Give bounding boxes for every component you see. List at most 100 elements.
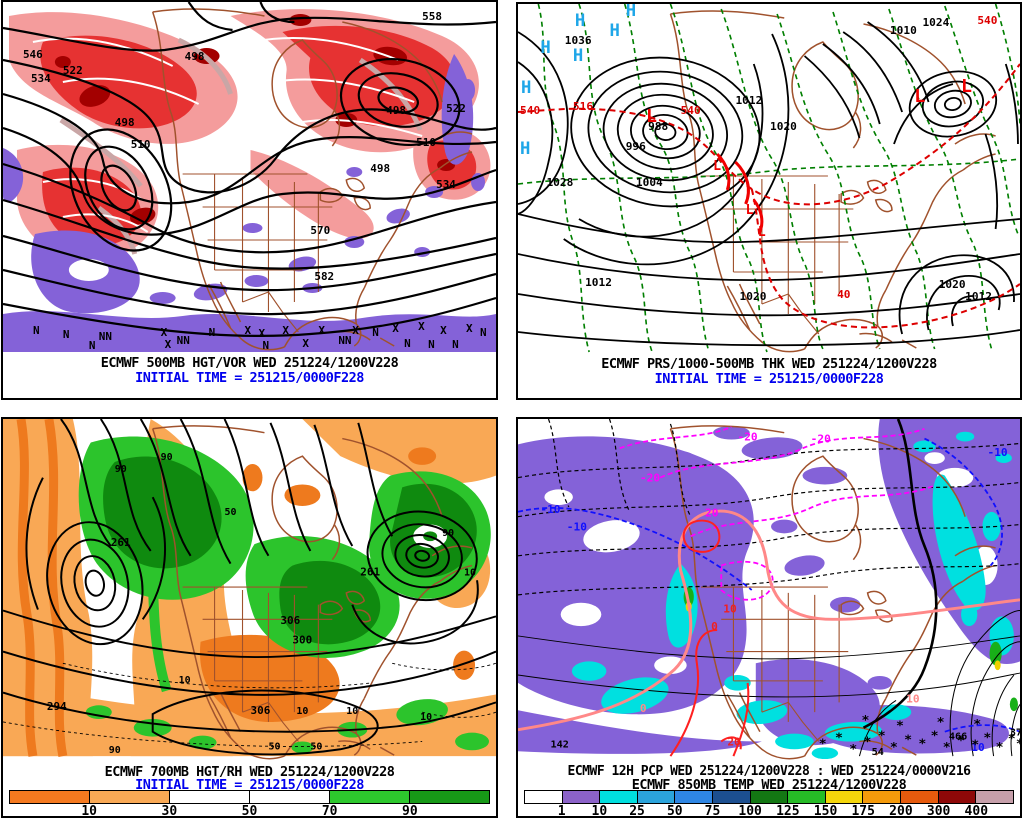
contour-label: -10 xyxy=(540,503,560,516)
contour-label: 261 xyxy=(360,565,380,578)
precip-type-marker: * xyxy=(835,731,843,746)
rh-shading-very-moist xyxy=(103,456,477,645)
basemap-coastlines xyxy=(151,425,473,760)
precip-type-marker: * xyxy=(1016,737,1020,752)
vorticity-marker: NN xyxy=(177,334,190,347)
caption-pcp-valid-time: ECMWF 12H PCP WED 251224/1200V228 : WED … xyxy=(567,764,971,779)
contour-label: 306 xyxy=(250,704,270,717)
precip-type-marker: * xyxy=(957,734,965,749)
basemap-coastlines xyxy=(669,10,996,353)
colorbar-segment xyxy=(976,791,1013,803)
thickness-contours-green xyxy=(518,4,1020,353)
vorticity-marker: N xyxy=(480,326,487,339)
high-center-symbol: H xyxy=(573,46,583,66)
vorticity-marker: N xyxy=(33,324,40,337)
panel-500mb-hgt-vor: 546 534 522 498 498 510 558 522 498 510 498 534 570 5… xyxy=(1,0,498,400)
contour-label: 294 xyxy=(47,700,67,713)
colorbar-tick-label: 90 xyxy=(402,804,418,818)
colorbar-segments xyxy=(9,790,490,804)
vorticity-marker: N xyxy=(428,338,435,351)
high-center-symbol: H xyxy=(520,139,530,159)
high-center-symbol: H xyxy=(521,78,531,98)
contour-label: 1012 xyxy=(585,276,612,289)
contour-label: 1020 xyxy=(740,290,767,303)
vorticity-marker: X xyxy=(392,322,399,335)
precip-type-marker: * xyxy=(896,719,904,734)
basemap-coastlines xyxy=(151,8,473,351)
colorbar-tick-label: 50 xyxy=(666,804,683,818)
high-center-symbol: H xyxy=(626,4,636,21)
contour-label: 0 xyxy=(640,702,647,715)
low-center-symbol: L xyxy=(746,203,754,218)
contour-label: -10 xyxy=(987,446,1007,459)
colorbar-segment xyxy=(675,791,714,803)
caption-initial-time: INITIAL TIME = 251215/0000F228 xyxy=(135,370,364,386)
vorticity-marker: X xyxy=(440,324,447,337)
colorbar-tick-label: 70 xyxy=(321,804,338,818)
colorbar-segment xyxy=(938,791,977,803)
vorticity-hole xyxy=(68,259,109,281)
contour-label: 498 xyxy=(370,162,390,175)
contour-label: 498 xyxy=(185,50,205,63)
colorbar-labels: 1 10 25 50 75 100 125 150 175 200 300 400 xyxy=(524,804,1014,816)
precip-shading-heavy xyxy=(683,587,1018,712)
vorticity-marker: N xyxy=(372,326,379,339)
precip-type-marker: * xyxy=(983,731,991,746)
vorticity-marker: X xyxy=(318,324,325,337)
colorbar-tick-label: 25 xyxy=(629,804,645,818)
contour-label: 50 xyxy=(310,741,322,752)
colorbar-segment xyxy=(600,791,638,803)
contour-label: 558 xyxy=(422,10,442,23)
contour-label: 20 xyxy=(727,736,740,749)
panel-prs-thickness: 1036 988 996 1028 1004 1012 1020 1010 1024 1012 10… xyxy=(516,2,1022,400)
low-center-symbol: L xyxy=(758,225,766,240)
low-center-symbol: L xyxy=(713,159,721,174)
vorticity-marker: X xyxy=(352,324,359,337)
pressure-contours xyxy=(518,21,1020,347)
colorbar-tick-label: 400 xyxy=(964,804,989,818)
colorbar-segment xyxy=(170,791,250,803)
temp-contour-zero-salmon xyxy=(518,509,1020,732)
vorticity-marker: N xyxy=(404,337,411,350)
contour-label: 0 xyxy=(711,620,718,633)
vorticity-marker: X xyxy=(466,322,473,335)
colorbar-segment xyxy=(562,791,601,803)
contour-label: 570 xyxy=(310,224,330,237)
contour-label: 546 xyxy=(23,48,43,61)
contour-label: 498 xyxy=(386,104,406,117)
contour-label: 1036 xyxy=(565,34,592,47)
colorbar-segment xyxy=(713,791,751,803)
high-center-symbol: H xyxy=(575,11,585,31)
colorbar-segment xyxy=(330,791,410,803)
colorbar-tick-label: 175 xyxy=(851,804,875,818)
precip-type-marker: * xyxy=(937,715,945,730)
thickness-contours-red xyxy=(518,63,1020,329)
contour-label: 1012 xyxy=(735,94,762,107)
contour-label: 1012 xyxy=(965,290,992,303)
contour-label: 90 xyxy=(109,745,121,756)
colorbar-tick-label: 50 xyxy=(241,804,258,818)
colorbar-segment xyxy=(637,791,676,803)
contour-label: 534 xyxy=(31,72,51,85)
contour-label: 1024 xyxy=(922,16,949,29)
colorbar-tick-label: 10 xyxy=(591,804,608,818)
colorbar-segment xyxy=(250,791,330,803)
vorticity-marker: X xyxy=(165,338,172,351)
contour-label: 90 xyxy=(442,528,454,539)
precip-amount-label: 54 xyxy=(872,747,884,758)
temp-contours-above-zero xyxy=(518,419,1020,757)
vorticity-marker: X xyxy=(245,324,252,337)
contour-label: 10 xyxy=(296,706,308,717)
precip-type-marker: * xyxy=(849,742,857,757)
low-center-symbol: L xyxy=(961,76,972,97)
caption-valid-time: ECMWF 500MB HGT/VOR WED 251224/1200V228 xyxy=(100,355,399,371)
height-contours xyxy=(3,419,496,756)
basemap-coastlines xyxy=(669,425,996,760)
caption-temp-valid-time: ECMWF 850MB TEMP WED 251224/1200V228 xyxy=(631,777,907,793)
vorticity-marker: N xyxy=(89,339,96,352)
contour-label: 1010 xyxy=(890,24,917,37)
colorbar-tick-label: 150 xyxy=(813,804,838,818)
precip-amount-label: 142 xyxy=(551,739,569,750)
contour-label: 1004 xyxy=(636,176,663,189)
vorticity-marker: N xyxy=(452,338,459,351)
